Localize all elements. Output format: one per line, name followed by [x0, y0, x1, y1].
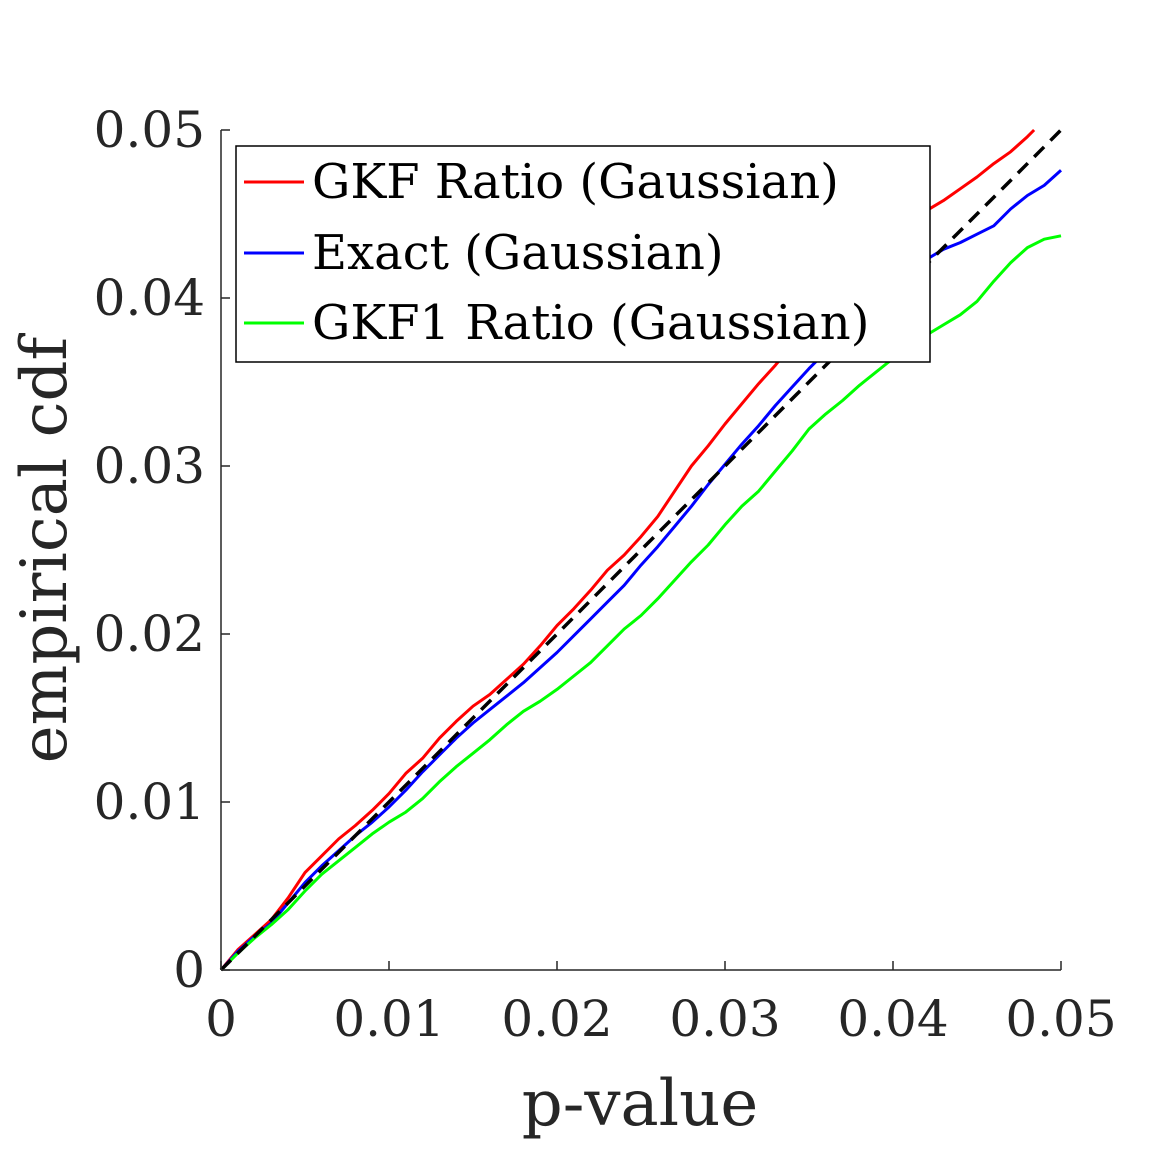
legend-label-gkf1-ratio: GKF1 Ratio (Gaussian) — [312, 295, 869, 351]
x-axis-label: p-value — [522, 1067, 758, 1141]
x-tick-label: 0.04 — [837, 990, 948, 1048]
axes-layer — [220, 130, 1061, 971]
ticks-layer: 0 0.01 0.02 0.03 0.04 0.05 0 0.01 0.02 0.03 0.04 0.… — [94, 101, 1117, 1048]
y-tick-label: 0.01 — [94, 773, 205, 831]
x-tick-label: 0.02 — [501, 990, 612, 1048]
y-tick-label: 0.04 — [94, 269, 205, 327]
x-tick-label: 0.05 — [1005, 990, 1116, 1048]
y-tick-label: 0.05 — [94, 101, 205, 159]
y-tick-label: 0.02 — [94, 605, 205, 663]
x-tick-label: 0 — [205, 990, 237, 1048]
legend: GKF Ratio (Gaussian) Exact (Gaussian) GK… — [235, 145, 931, 363]
y-tick-label: 0 — [173, 941, 205, 999]
y-axis-label: empirical cdf — [8, 333, 82, 764]
legend-entry: Exact (Gaussian) — [244, 225, 724, 281]
y-tick-label: 0.03 — [94, 437, 205, 495]
legend-entry: GKF Ratio (Gaussian) — [244, 154, 839, 210]
x-tick-label: 0.01 — [333, 990, 444, 1048]
legend-entry: GKF1 Ratio (Gaussian) — [244, 295, 869, 351]
legend-label-gkf-ratio: GKF Ratio (Gaussian) — [312, 154, 839, 210]
legend-box — [235, 145, 931, 363]
legend-label-exact: Exact (Gaussian) — [312, 225, 724, 281]
x-tick-label: 0.03 — [669, 990, 780, 1048]
